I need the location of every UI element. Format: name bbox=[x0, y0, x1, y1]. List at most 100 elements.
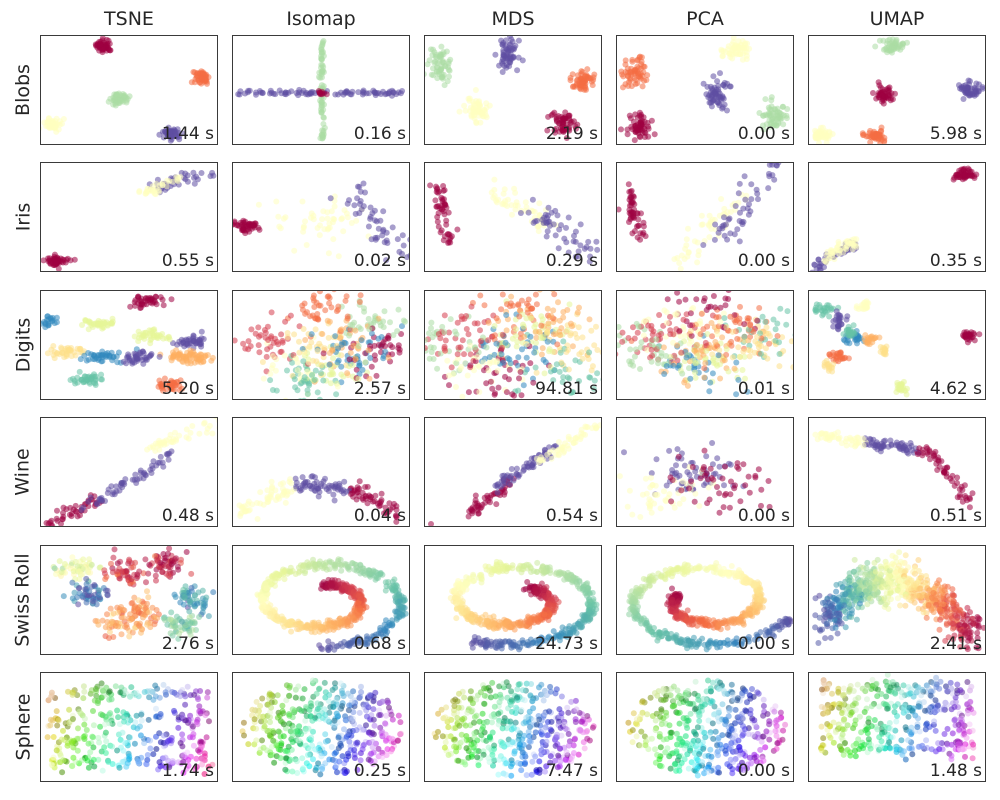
scatter-point bbox=[438, 43, 445, 50]
scatter-point bbox=[755, 196, 761, 203]
scatter-point bbox=[147, 340, 154, 347]
runtime-label: 0.54 s bbox=[545, 506, 598, 526]
runtime-label: 2.57 s bbox=[353, 379, 406, 399]
scatter-point bbox=[437, 54, 444, 61]
scatter-point bbox=[350, 342, 357, 349]
scatter-point bbox=[459, 393, 466, 399]
scatter-point bbox=[380, 208, 387, 215]
scatter-point bbox=[617, 473, 623, 480]
scatter-point bbox=[664, 296, 671, 303]
scatter-point bbox=[442, 337, 449, 344]
scatter-point bbox=[724, 107, 730, 114]
scatter-point bbox=[476, 363, 483, 370]
scatter-point bbox=[188, 584, 195, 591]
scatter-point bbox=[160, 302, 167, 309]
scatter-point bbox=[662, 333, 669, 340]
scatter-point bbox=[546, 449, 553, 455]
scatter-point bbox=[546, 346, 553, 353]
scatter-point bbox=[845, 355, 852, 362]
scatter-point bbox=[180, 601, 187, 608]
scatter-point bbox=[655, 360, 662, 367]
scatter-point bbox=[308, 331, 315, 338]
scatter-point bbox=[545, 320, 552, 327]
scatter-point bbox=[335, 303, 342, 310]
scatter-point bbox=[671, 256, 678, 263]
scatter-point bbox=[300, 358, 307, 365]
scatter-point bbox=[305, 359, 312, 366]
scatter-point bbox=[494, 367, 501, 374]
scatter-point bbox=[141, 333, 148, 340]
scatter-point bbox=[620, 84, 626, 91]
scatter-point bbox=[45, 115, 52, 122]
scatter-point bbox=[198, 75, 205, 82]
scatter-point bbox=[288, 88, 295, 95]
scatter-panel: 0.51 s bbox=[808, 417, 986, 527]
scatter-point bbox=[648, 509, 655, 516]
scatter-point bbox=[733, 51, 739, 58]
scatter-point bbox=[284, 330, 291, 336]
scatter-point bbox=[572, 228, 579, 235]
scatter-point bbox=[255, 324, 262, 331]
scatter-point bbox=[840, 336, 847, 343]
scatter-point bbox=[314, 348, 321, 354]
scatter-point bbox=[639, 491, 646, 498]
scatter-point bbox=[709, 333, 716, 340]
scatter-point bbox=[594, 347, 601, 353]
scatter-point bbox=[656, 343, 663, 350]
scatter-point bbox=[192, 352, 199, 359]
scatter-point bbox=[371, 352, 378, 359]
scatter-point bbox=[553, 361, 560, 368]
scatter-point bbox=[746, 489, 753, 496]
scatter-point bbox=[453, 331, 460, 338]
scatter-point bbox=[198, 170, 205, 176]
scatter-point bbox=[515, 387, 522, 394]
scatter-point bbox=[200, 604, 207, 610]
scatter-point bbox=[727, 461, 734, 468]
scatter-point bbox=[113, 483, 120, 490]
scatter-point bbox=[533, 339, 539, 346]
scatter-point bbox=[576, 351, 583, 358]
scatter-point bbox=[698, 310, 705, 317]
scatter-point bbox=[338, 363, 345, 370]
scatter-point bbox=[746, 45, 753, 52]
scatter-point bbox=[522, 199, 529, 206]
scatter-point bbox=[379, 341, 386, 348]
scatter-point bbox=[758, 502, 764, 509]
scatter-point bbox=[949, 478, 955, 485]
scatter-point bbox=[520, 466, 527, 473]
scatter-point bbox=[746, 353, 753, 360]
scatter-point bbox=[569, 389, 576, 396]
scatter-point bbox=[277, 349, 284, 355]
scatter-point bbox=[507, 36, 513, 40]
scatter-point bbox=[380, 324, 387, 331]
scatter-point bbox=[721, 315, 728, 322]
scatter-point bbox=[494, 489, 501, 496]
scatter-point bbox=[114, 359, 121, 366]
scatter-point bbox=[318, 56, 325, 63]
scatter-point bbox=[685, 225, 691, 232]
scatter-point bbox=[723, 324, 730, 330]
scatter-point bbox=[346, 197, 352, 204]
scatter-point bbox=[319, 68, 326, 74]
scatter-point bbox=[701, 482, 707, 489]
scatter-point bbox=[283, 397, 289, 399]
scatter-point bbox=[162, 563, 169, 570]
scatter-point bbox=[525, 302, 532, 309]
scatter-point bbox=[846, 240, 852, 247]
scatter-point bbox=[508, 293, 515, 300]
scatter-point bbox=[812, 431, 819, 438]
scatter-panel: 0.00 s bbox=[616, 417, 794, 527]
scatter-point bbox=[183, 434, 190, 441]
scatter-point bbox=[165, 334, 172, 341]
scatter-point bbox=[703, 453, 710, 460]
scatter-point bbox=[87, 494, 94, 501]
scatter-point bbox=[279, 339, 286, 346]
scatter-point bbox=[437, 205, 444, 212]
scatter-point bbox=[536, 328, 543, 335]
scatter-point bbox=[53, 571, 59, 578]
scatter-point bbox=[389, 344, 396, 351]
scatter-panel: 0.55 s bbox=[40, 162, 218, 272]
scatter-point bbox=[277, 481, 284, 488]
column-title: UMAP bbox=[869, 8, 925, 30]
scatter-panel: 0.01 s bbox=[616, 290, 794, 400]
